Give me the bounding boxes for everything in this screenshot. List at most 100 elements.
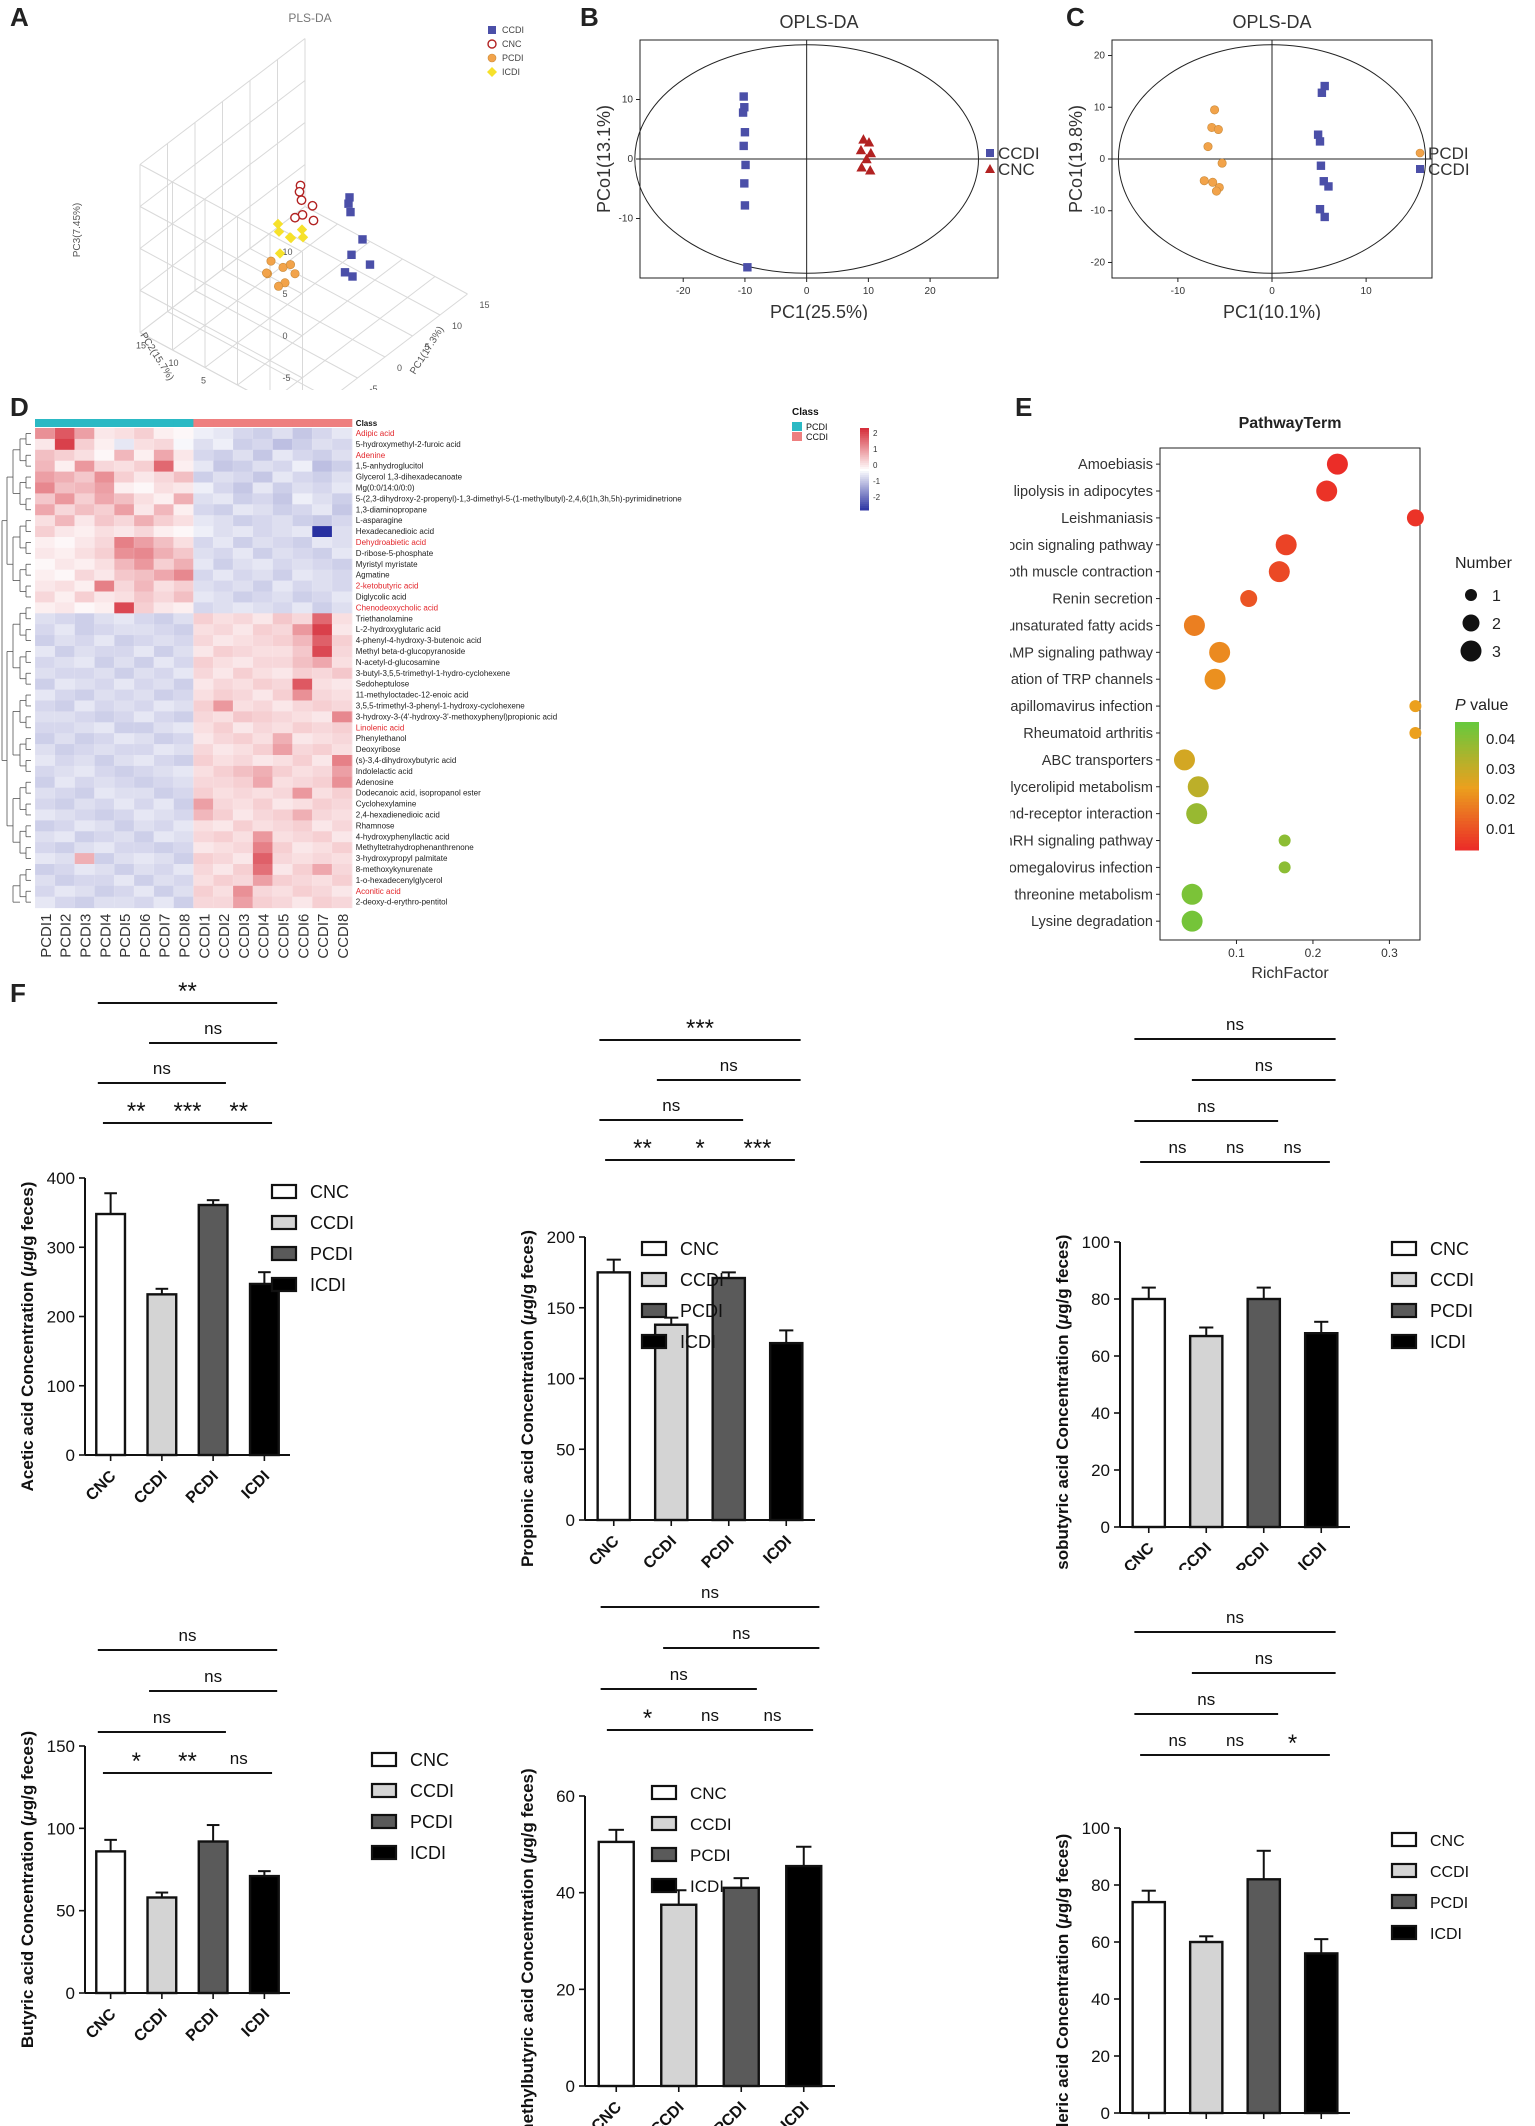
heatmap-cell (94, 504, 115, 516)
heatmap-cell (114, 842, 135, 854)
scale-gradient-step (860, 477, 869, 480)
metabolite-label: Rhamnose (356, 821, 395, 830)
heatmap-cell (153, 493, 175, 505)
heatmap-cell (312, 547, 333, 560)
heatmap-cell (312, 842, 333, 854)
heatmap-cell (54, 635, 76, 647)
metabolite-label: Linolenic acid (356, 723, 404, 732)
heatmap-cell (114, 449, 135, 462)
y-tick-label: 40 (1091, 1404, 1110, 1423)
heatmap-cell (153, 776, 175, 789)
heatmap-cell (292, 624, 313, 636)
y-axis-label: Propionic acid Concentration (μg/g feces… (518, 1230, 537, 1567)
y-tick-label: 300 (47, 1238, 75, 1257)
class-bar-cell (252, 419, 274, 427)
pathway-label: Leishmaniasis (1061, 511, 1153, 527)
heatmap-cell (94, 722, 115, 734)
heatmap-cell (54, 711, 76, 723)
y-tick-label: 100 (1082, 1819, 1110, 1838)
heatmap-cell (292, 449, 313, 462)
heatmap-cell (153, 700, 175, 712)
heatmap-cell (193, 874, 214, 887)
heatmap-cell (134, 700, 155, 712)
floor-grid-line (277, 227, 441, 316)
bar-ccdi (146, 1896, 178, 1995)
heatmap-cell (252, 624, 274, 636)
legend-marker-cnc (985, 164, 995, 173)
heatmap-cell (272, 831, 293, 843)
heatmap-cell (272, 449, 293, 462)
legend-swatch-ccdi (270, 1214, 298, 1231)
bar-cnc (1131, 1297, 1167, 1529)
heatmap-cell (193, 711, 214, 723)
legend-label-cnc: CNC (410, 1750, 449, 1770)
color-scale-step (1455, 747, 1479, 752)
heatmap-cell (233, 798, 254, 810)
heatmap-cell (114, 646, 135, 658)
heatmap-cell (35, 602, 56, 614)
heatmap-cell (252, 864, 274, 876)
heatmap-cell (312, 646, 333, 658)
heatmap-cell (54, 820, 76, 832)
heatmap-cell (272, 678, 293, 691)
heatmap-cell (332, 591, 353, 603)
scale-gradient-step (860, 428, 869, 431)
heatmap-cell (74, 689, 95, 701)
heatmap-cell (134, 537, 155, 549)
heatmap-cell (54, 853, 76, 865)
heatmap-cell (332, 700, 353, 712)
heatmap-cell (332, 678, 353, 691)
heatmap-cell (114, 853, 135, 865)
x-tick-label: 10 (1361, 286, 1373, 297)
heatmap-cell (272, 526, 293, 538)
significance-label: ns (230, 1749, 248, 1768)
heatmap-cell (74, 537, 95, 549)
color-scale-step (1455, 824, 1479, 829)
heatmap-cell (193, 624, 214, 636)
legend-label-ccdi: CCDI (1430, 1270, 1474, 1290)
color-scale-step (1455, 722, 1479, 726)
legend-marker-ccdi (1416, 165, 1424, 173)
heatmap-cell (74, 776, 95, 789)
significance-label: * (132, 1748, 141, 1775)
heatmap-cell (193, 591, 214, 603)
heatmap-cell (134, 765, 155, 778)
heatmap-cell (292, 853, 313, 865)
metabolite-label: Adenine (356, 451, 386, 460)
floor-grid-line (340, 293, 468, 390)
heatmap-cell (193, 864, 214, 876)
color-scale-step (1455, 840, 1479, 845)
heatmap-cell (272, 646, 293, 658)
heatmap-cell (35, 689, 56, 701)
heatmap-cell (312, 537, 333, 549)
heatmap-cell (193, 438, 214, 451)
heatmap-cell (292, 602, 313, 614)
heatmap-cell (54, 460, 76, 473)
heatmap-cell (252, 580, 274, 592)
heatmap-cell (233, 874, 254, 887)
heatmap-cell (312, 591, 333, 603)
panel-letter-a: A (10, 2, 29, 32)
scale-gradient-step (860, 458, 869, 462)
heatmap-cell (312, 504, 333, 516)
y-tick-label: 0 (566, 2077, 575, 2096)
butyric-acid-bar-chart: 0 50 100 150 CNC CCDI PCDI ICDI Butyric acid Con… (18, 1626, 454, 2048)
heatmap-cell (213, 722, 234, 734)
x-tick-label-ccdi: CCDI (648, 2099, 688, 2126)
color-scale-step (1455, 750, 1479, 755)
heatmap-cell (114, 831, 135, 843)
sample-column-label: CCDI4 (256, 914, 273, 959)
heatmap-cell (94, 885, 115, 898)
pathway-label: Glycerolipid metabolism (1010, 780, 1153, 796)
heatmap-cell (94, 896, 115, 909)
point-ccdi (346, 207, 355, 217)
metabolite-label: 1,5-anhydroglucitol (356, 462, 424, 471)
class-bar-cell (292, 419, 313, 427)
heatmap-cell (213, 515, 234, 527)
significance-label: ns (701, 1583, 719, 1602)
heatmap-cell (153, 755, 175, 767)
legend-label-ccdi: CCDI (1428, 160, 1470, 179)
heatmap-cell (193, 820, 214, 832)
heatmap-cell (134, 874, 155, 887)
heatmap-cell (114, 667, 135, 680)
